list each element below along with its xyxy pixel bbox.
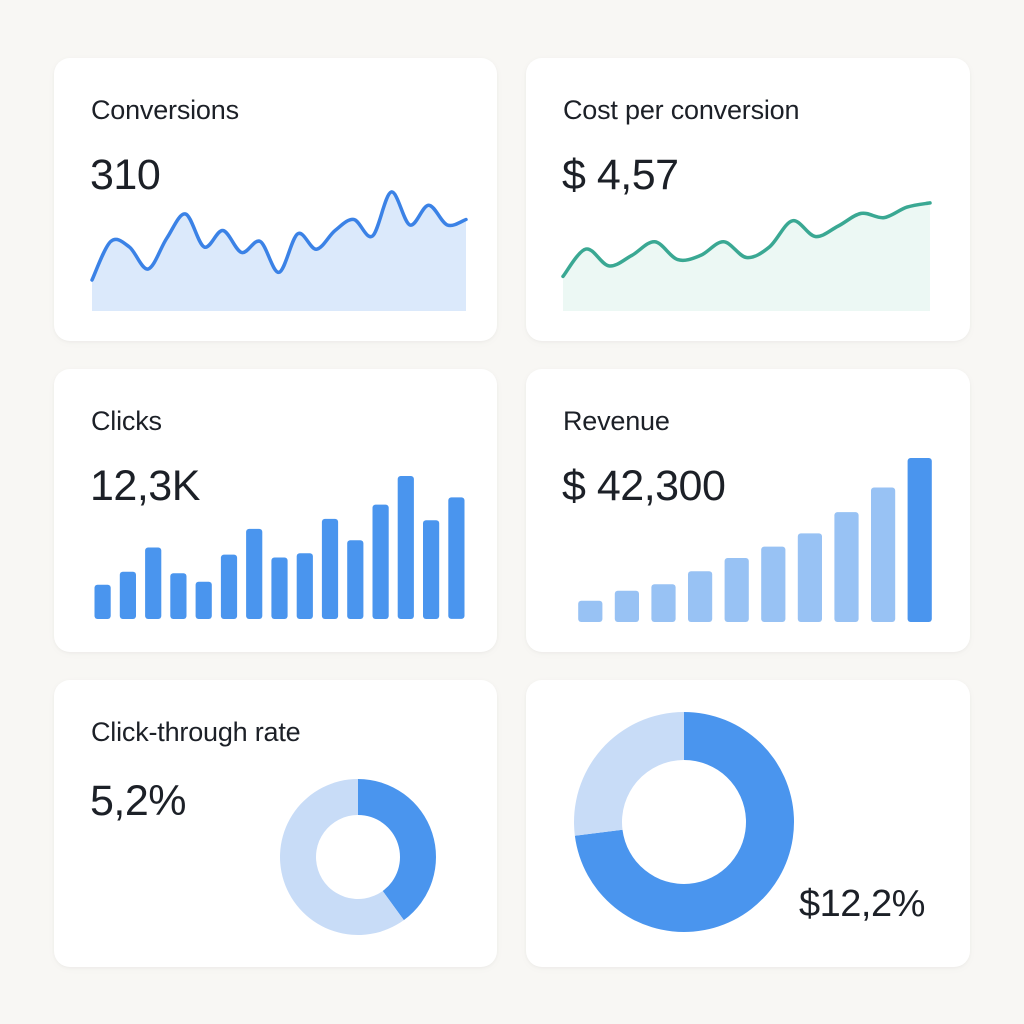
revenue-bar-9 [871, 487, 896, 622]
conversions-area-fill [92, 191, 466, 311]
clicks-bar-9 [296, 553, 313, 619]
revenue-bar-4 [688, 571, 713, 622]
click-through-rate-card: Click-through rate 5,2% [54, 680, 497, 967]
revenue-bar-1 [578, 600, 603, 622]
cost-per-conversion-line-chart [561, 201, 932, 311]
conversions-series-line [90, 190, 468, 282]
conversions-value: 310 [90, 151, 161, 199]
clicks-bar-7 [246, 528, 263, 619]
share-slice-highlighted [574, 712, 795, 932]
clicks-bar-15 [448, 497, 465, 619]
clicks-bar-11 [347, 540, 364, 619]
clicks-bar-2 [119, 571, 136, 619]
revenue-bar-5 [724, 558, 749, 622]
click-through-rate-donut-chart [279, 779, 436, 935]
share-donut-chart [574, 712, 795, 932]
share-value: $12,2% [799, 883, 925, 925]
click-through-rate-title: Click-through rate [91, 717, 301, 747]
clicks-title: Clicks [91, 406, 162, 436]
clicks-bar-14 [423, 520, 440, 619]
clicks-bar-13 [397, 476, 414, 619]
clicks-bar-6 [220, 554, 238, 619]
clicks-bar-12 [372, 504, 389, 619]
share-slice-remainder [574, 712, 684, 836]
revenue-bar-chart [578, 458, 932, 622]
cost-per-conversion-title: Cost per conversion [563, 95, 800, 125]
revenue-card: Revenue $ 42,300 [526, 369, 970, 652]
clicks-bar-3 [145, 547, 162, 619]
revenue-bar-2 [614, 590, 639, 622]
share-card: $12,2% [526, 680, 970, 967]
clicks-bar-chart [94, 476, 465, 619]
cost-per-conversion-area-fill [563, 202, 930, 311]
revenue-bar-8 [834, 512, 859, 622]
revenue-bar-6 [761, 546, 786, 622]
conversions-card: Conversions 310 [54, 58, 497, 341]
cost-per-conversion-value: $ 4,57 [562, 151, 679, 199]
clicks-bar-1 [94, 584, 111, 619]
cost-per-conversion-card: Cost per conversion $ 4,57 [526, 58, 970, 341]
revenue-title: Revenue [563, 406, 670, 436]
cost-per-conversion-series-line [561, 201, 932, 279]
conversions-line-chart [90, 190, 468, 311]
revenue-bar-7 [797, 533, 822, 622]
revenue-value: $ 42,300 [562, 462, 726, 510]
revenue-bar-10 [907, 458, 932, 622]
click-through-rate-slice-highlighted [358, 779, 436, 921]
revenue-bar-3 [651, 584, 676, 622]
conversions-title: Conversions [91, 95, 239, 125]
clicks-value: 12,3K [90, 462, 200, 510]
clicks-bar-10 [321, 518, 339, 619]
click-through-rate-slice-remainder [279, 779, 404, 935]
clicks-bar-4 [170, 573, 187, 619]
clicks-bar-5 [195, 581, 212, 619]
click-through-rate-value: 5,2% [90, 777, 187, 825]
clicks-bar-8 [271, 557, 288, 619]
clicks-card: Clicks 12,3K [54, 369, 497, 652]
